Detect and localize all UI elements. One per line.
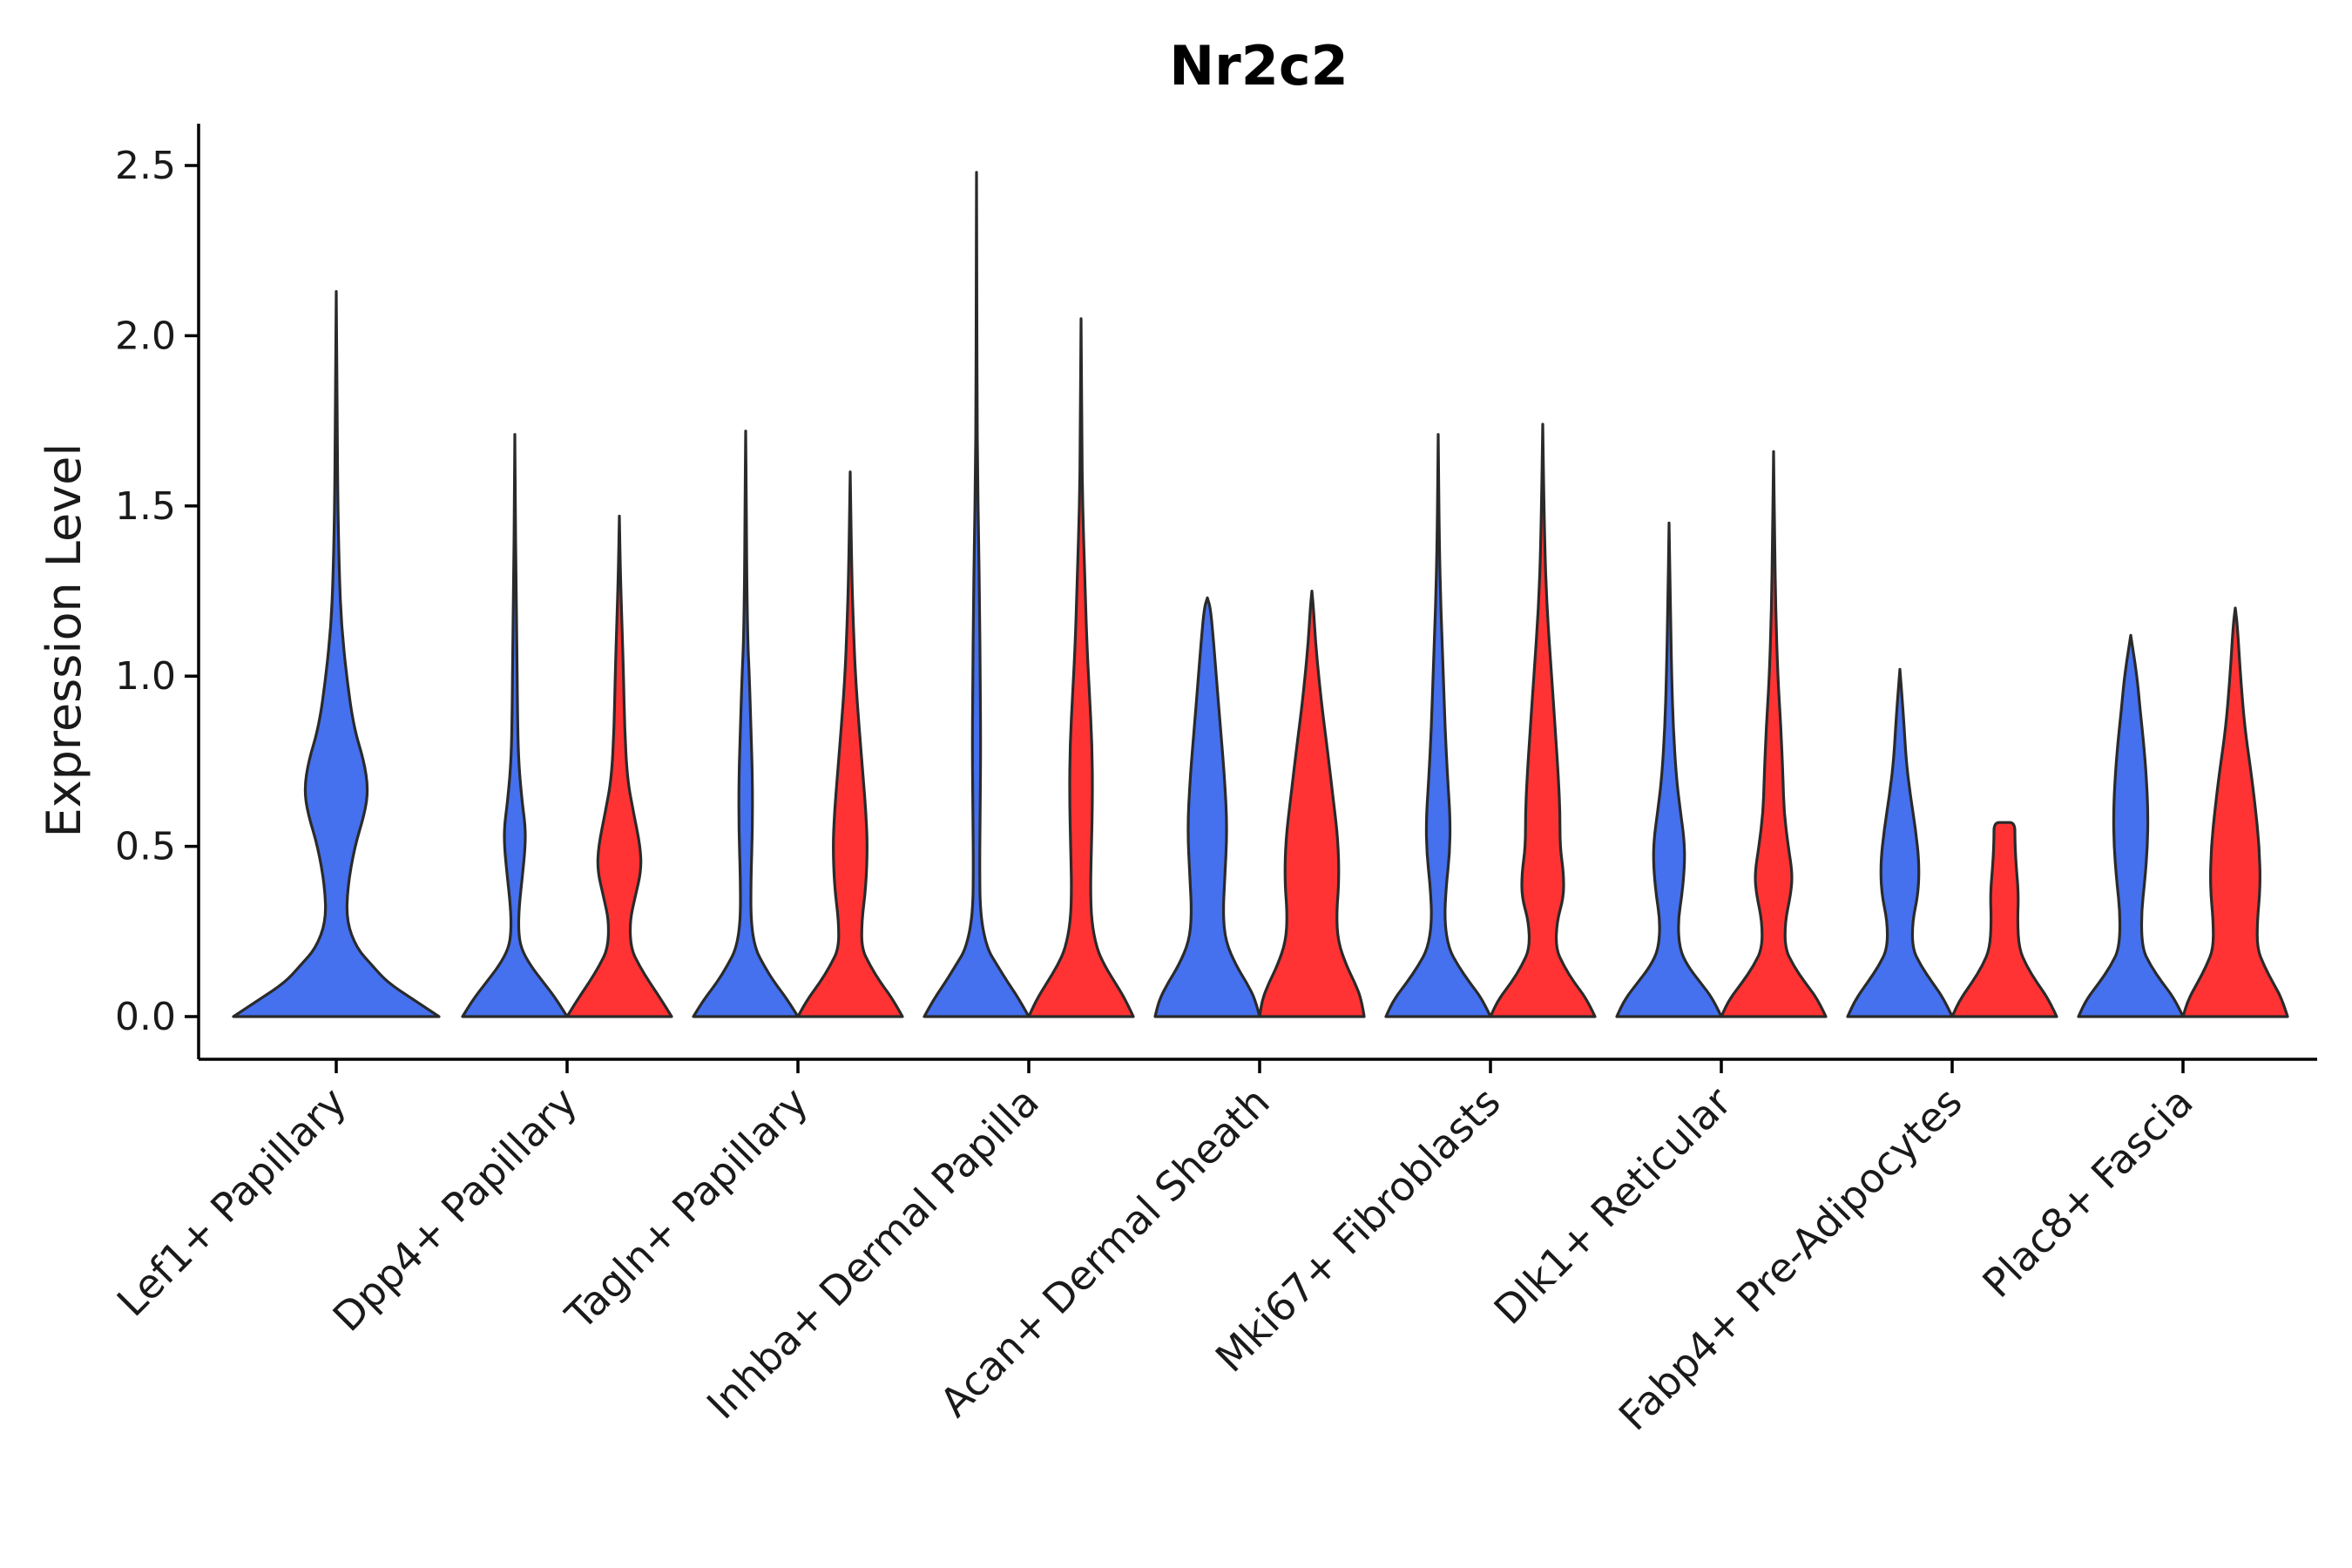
violin-7-group-2 (1720, 449, 1828, 1018)
y-tick-label-2.0: 2.0 (115, 314, 176, 358)
x-tick-label-2: Dpp4+ Papillary (324, 1078, 586, 1341)
x-tick-label-1: Lef1+ Papillary (108, 1078, 355, 1326)
y-tick-label-1.0: 1.0 (115, 654, 176, 699)
y-axis: 0.0 0.5 1.0 1.5 2.0 2.5 (115, 124, 200, 1059)
violin-9-group-2 (2181, 606, 2289, 1018)
y-tick-label-2.5: 2.5 (115, 144, 176, 188)
violin-3-group-2 (796, 470, 904, 1018)
violin-5-group-1 (1153, 596, 1261, 1018)
chart-title: Nr2c2 (1169, 34, 1348, 98)
violin-8-group-1 (1846, 667, 1954, 1018)
violin-3-group-1 (692, 429, 800, 1018)
x-tick-label-3: Tagln+ Papillary (556, 1078, 817, 1340)
violin-7-group-1 (1615, 521, 1723, 1018)
violin-1-group-1 (232, 290, 441, 1018)
y-axis-title: Expression Level (37, 443, 91, 838)
y-tick-label-1.5: 1.5 (115, 484, 176, 529)
y-tick-label-0.5: 0.5 (115, 825, 176, 869)
violin-9-group-1 (2077, 633, 2185, 1018)
x-tick-label-7: Dlk1+ Reticular (1485, 1078, 1740, 1334)
x-tick-label-9: Plac8+ Fascia (1973, 1078, 2201, 1307)
violin-layer (232, 171, 2289, 1018)
violin-2-group-2 (565, 514, 673, 1018)
y-tick-label-0.0: 0.0 (115, 995, 176, 1039)
violin-4-group-1 (923, 171, 1031, 1018)
violin-6-group-2 (1489, 422, 1597, 1018)
violin-8-group-2 (1950, 821, 2058, 1018)
violin-6-group-1 (1384, 433, 1492, 1018)
violin-2-group-1 (461, 433, 569, 1018)
violin-4-group-2 (1027, 317, 1135, 1018)
violin-5-group-2 (1258, 589, 1366, 1018)
